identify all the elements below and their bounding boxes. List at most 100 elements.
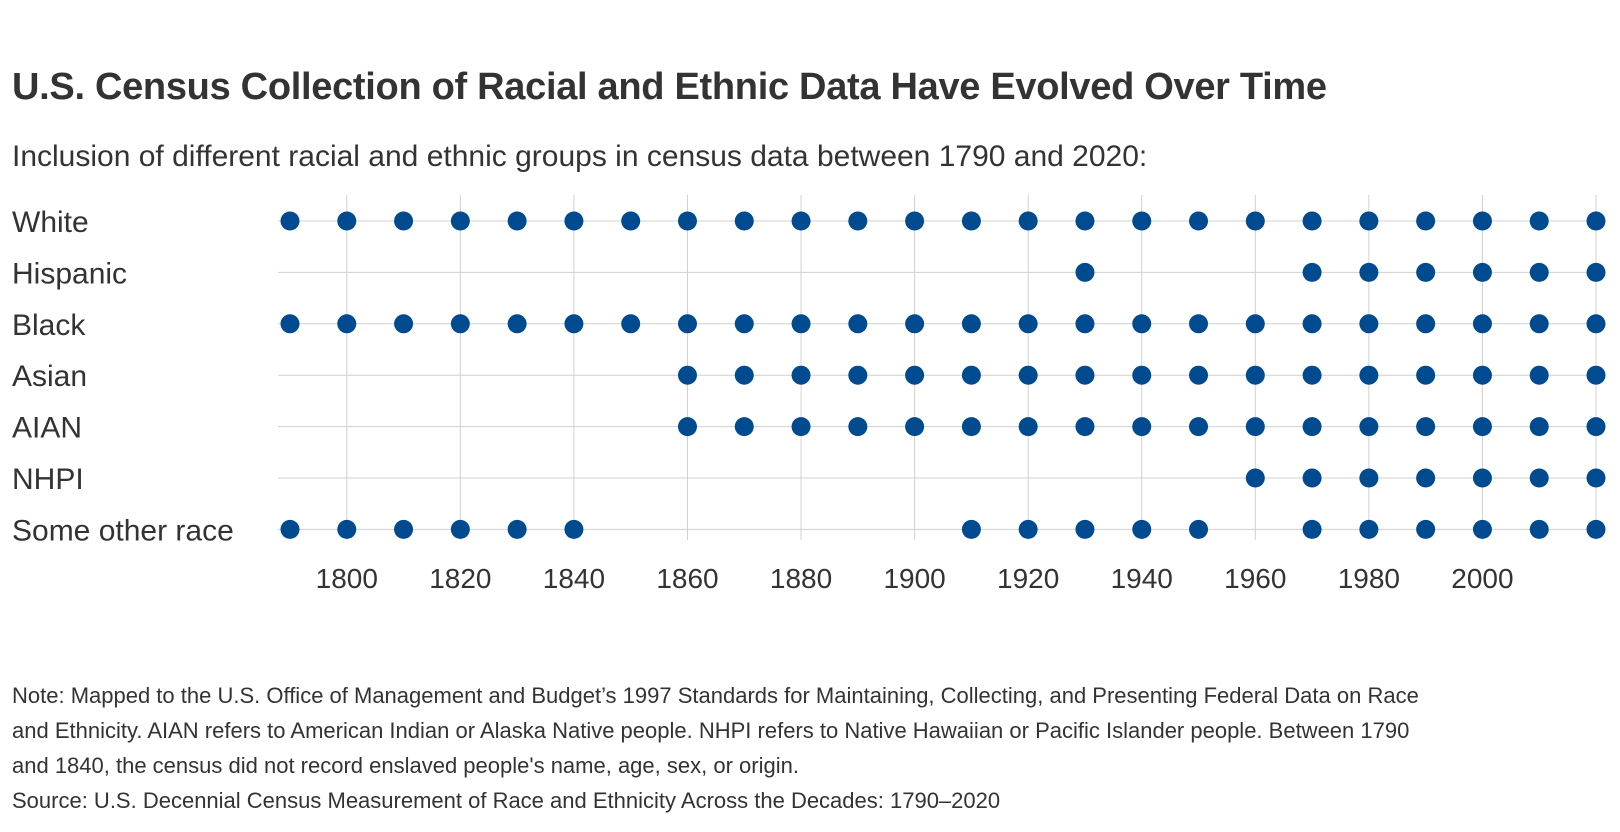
data-point-some-other-race-1980	[1359, 519, 1379, 539]
data-point-some-other-race-1930	[1075, 519, 1095, 539]
data-point-some-other-race-1800	[337, 519, 357, 539]
data-point-asian-1960	[1245, 365, 1265, 385]
data-point-white-1880	[791, 211, 811, 231]
x-tick-label-1820: 1820	[429, 563, 491, 594]
data-point-aian-1890	[848, 417, 868, 437]
data-point-black-1960	[1245, 314, 1265, 334]
row-label-aian: AIAN	[12, 412, 82, 445]
data-point-nhpi-1990	[1416, 468, 1436, 488]
data-point-some-other-race-2010	[1529, 519, 1549, 539]
data-point-aian-1990	[1416, 417, 1436, 437]
data-point-white-1960	[1245, 211, 1265, 231]
data-point-some-other-race-1950	[1189, 519, 1209, 539]
data-point-some-other-race-2020	[1586, 519, 1606, 539]
chart-subtitle: Inclusion of different racial and ethnic…	[12, 140, 1148, 173]
data-point-black-1990	[1416, 314, 1436, 334]
data-point-white-1860	[677, 211, 697, 231]
data-point-nhpi-1980	[1359, 468, 1379, 488]
data-point-white-1870	[734, 211, 754, 231]
data-point-black-1840	[564, 314, 584, 334]
x-tick-label-1900: 1900	[883, 563, 945, 594]
data-point-hispanic-1970	[1302, 262, 1322, 282]
data-point-hispanic-2000	[1472, 262, 1492, 282]
data-point-aian-1870	[734, 417, 754, 437]
data-point-white-1850	[621, 211, 641, 231]
row-label-nhpi: NHPI	[12, 463, 84, 496]
data-point-black-1880	[791, 314, 811, 334]
data-point-nhpi-2020	[1586, 468, 1606, 488]
data-point-some-other-race-2000	[1472, 519, 1492, 539]
data-point-black-1970	[1302, 314, 1322, 334]
data-point-some-other-race-1840	[564, 519, 584, 539]
data-point-nhpi-2010	[1529, 468, 1549, 488]
x-tick-label-1980: 1980	[1338, 563, 1400, 594]
x-tick-label-1960: 1960	[1224, 563, 1286, 594]
data-point-some-other-race-1830	[507, 519, 527, 539]
data-point-aian-1920	[1018, 417, 1038, 437]
grid-layer	[278, 195, 1602, 540]
data-point-aian-1880	[791, 417, 811, 437]
data-point-nhpi-1960	[1245, 468, 1265, 488]
data-point-black-1950	[1189, 314, 1209, 334]
data-point-black-1980	[1359, 314, 1379, 334]
row-label-some-other-race: Some other race	[12, 514, 234, 547]
x-tick-label-1840: 1840	[543, 563, 605, 594]
data-point-some-other-race-1910	[961, 519, 981, 539]
data-point-black-2010	[1529, 314, 1549, 334]
data-point-white-2000	[1472, 211, 1492, 231]
data-point-aian-1960	[1245, 417, 1265, 437]
data-points	[280, 211, 1606, 539]
data-point-some-other-race-1970	[1302, 519, 1322, 539]
data-point-asian-1880	[791, 365, 811, 385]
data-point-asian-1910	[961, 365, 981, 385]
data-point-aian-1900	[905, 417, 925, 437]
data-point-asian-1940	[1132, 365, 1152, 385]
data-point-asian-1980	[1359, 365, 1379, 385]
data-point-white-1800	[337, 211, 357, 231]
data-point-hispanic-2020	[1586, 262, 1606, 282]
x-tick-label-2000: 2000	[1451, 563, 1513, 594]
data-point-white-1820	[450, 211, 470, 231]
data-point-black-2000	[1472, 314, 1492, 334]
data-point-asian-1990	[1416, 365, 1436, 385]
data-point-aian-1950	[1189, 417, 1209, 437]
x-axis-ticks: 1800 1820 1840 1860 1880 1900 1920 1940 1960 1980…	[316, 563, 1514, 594]
data-point-black-1790	[280, 314, 300, 334]
data-point-aian-2020	[1586, 417, 1606, 437]
data-point-asian-1930	[1075, 365, 1095, 385]
data-point-asian-1890	[848, 365, 868, 385]
data-point-black-1930	[1075, 314, 1095, 334]
data-point-white-1890	[848, 211, 868, 231]
data-point-some-other-race-1810	[394, 519, 414, 539]
data-point-white-1920	[1018, 211, 1038, 231]
x-tick-label-1800: 1800	[316, 563, 378, 594]
data-point-some-other-race-1920	[1018, 519, 1038, 539]
x-tick-label-1940: 1940	[1111, 563, 1173, 594]
data-point-white-1930	[1075, 211, 1095, 231]
data-point-some-other-race-1940	[1132, 519, 1152, 539]
dot-chart: White Hispanic Black Asian AIAN NHPI Some othe…	[12, 195, 1606, 594]
data-point-black-1860	[677, 314, 697, 334]
chart-note: Note: Mapped to the U.S. Office of Manag…	[12, 683, 1419, 778]
data-point-white-1950	[1189, 211, 1209, 231]
data-point-some-other-race-1990	[1416, 519, 1436, 539]
data-point-black-1920	[1018, 314, 1038, 334]
data-point-aian-2010	[1529, 417, 1549, 437]
data-point-aian-2000	[1472, 417, 1492, 437]
x-tick-label-1920: 1920	[997, 563, 1059, 594]
data-point-asian-2020	[1586, 365, 1606, 385]
data-point-black-2020	[1586, 314, 1606, 334]
row-label-black: Black	[12, 309, 86, 342]
data-point-asian-1920	[1018, 365, 1038, 385]
data-point-black-1820	[450, 314, 470, 334]
data-point-white-2010	[1529, 211, 1549, 231]
data-point-white-1940	[1132, 211, 1152, 231]
data-point-white-1840	[564, 211, 584, 231]
data-point-white-1810	[394, 211, 414, 231]
data-point-black-1900	[905, 314, 925, 334]
data-point-asian-1870	[734, 365, 754, 385]
data-point-hispanic-1990	[1416, 262, 1436, 282]
data-point-asian-1900	[905, 365, 925, 385]
chart-title: U.S. Census Collection of Racial and Eth…	[12, 66, 1327, 108]
data-point-black-1940	[1132, 314, 1152, 334]
